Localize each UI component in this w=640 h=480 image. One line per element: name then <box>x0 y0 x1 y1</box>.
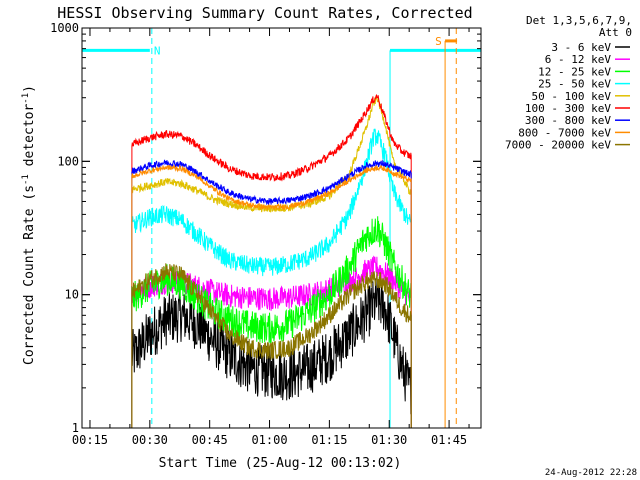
legend-entry-label: 25 - 50 keV <box>538 78 611 91</box>
x-axis-label: Start Time (25-Aug-12 00:13:02) <box>159 456 402 471</box>
y-axis-label-sup1: -1 <box>21 174 31 185</box>
x-tick-labels: 00:15 00:30 00:45 01:00 01:15 01:30 01:45 <box>72 433 467 447</box>
data-series <box>131 93 412 428</box>
plot-layer: NS <box>82 27 481 429</box>
series-line <box>131 128 412 428</box>
y-tick-label: 1 <box>72 421 79 435</box>
y-axis-label-end: ) <box>22 85 37 93</box>
night-interval-label: N <box>154 44 161 57</box>
saa-interval-label: S <box>435 35 442 48</box>
legend-entry-label: 800 - 7000 keV <box>518 126 611 139</box>
y-tick-label: 100 <box>57 154 79 168</box>
legend-entry-label: 50 - 100 keV <box>532 90 612 103</box>
legend-entry-label: 100 - 300 keV <box>525 102 611 115</box>
legend-entry-label: 300 - 800 keV <box>525 114 611 127</box>
y-axis-label: Corrected Count Rate (s-1 detector-1) <box>21 85 37 365</box>
x-tick-label: 01:30 <box>371 433 407 447</box>
legend-entry-label: 12 - 25 keV <box>538 65 611 78</box>
x-tick-label: 01:15 <box>311 433 347 447</box>
legend-entry-label: 7000 - 20000 keV <box>505 139 611 152</box>
x-tick-label: 01:45 <box>431 433 467 447</box>
x-tick-label: 00:30 <box>132 433 168 447</box>
x-tick-label: 00:15 <box>72 433 108 447</box>
series-line <box>131 276 412 428</box>
legend-entry-label: 6 - 12 keV <box>545 53 612 66</box>
y-axis-label-main: Corrected Count Rate (s <box>22 185 37 365</box>
y-tick-label: 10 <box>65 288 79 302</box>
series-line <box>131 159 412 428</box>
x-tick-label: 00:45 <box>192 433 228 447</box>
series-line <box>131 93 412 428</box>
series-line <box>131 164 412 428</box>
y-tick-labels: 1 10 100 1000 <box>50 21 79 435</box>
y-axis-label-sup2: -1 <box>21 93 31 104</box>
chart-title: HESSI Observing Summary Count Rates, Cor… <box>57 4 472 22</box>
plot-frame <box>81 27 482 429</box>
footer-timestamp: 24-Aug-2012 22:28 <box>545 468 637 478</box>
orbit-indicators: NS <box>82 28 481 428</box>
legend-header-line1: Det 1,3,5,6,7,9, <box>526 14 632 27</box>
plot-clipped-area: NS <box>82 28 481 428</box>
y-tick-label: 1000 <box>50 21 79 35</box>
legend-entry-label: 3 - 6 keV <box>551 41 611 54</box>
series-line <box>131 263 412 428</box>
y-axis-label-mid: detector <box>22 104 37 175</box>
series-line <box>131 216 412 428</box>
x-tick-label: 01:00 <box>251 433 287 447</box>
legend-header-line2: Att 0 <box>599 26 632 39</box>
